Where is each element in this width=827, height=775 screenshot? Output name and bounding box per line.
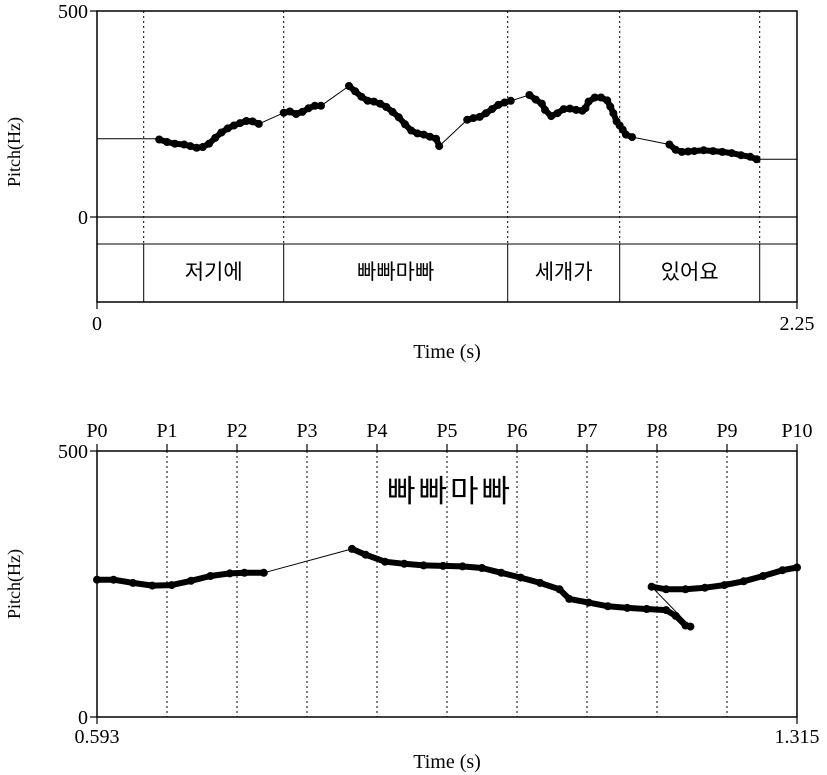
chart-2-p-label: P10 xyxy=(781,420,812,442)
chart-2-pitch-track xyxy=(93,544,801,631)
chart-2-pitch-contour xyxy=(349,545,694,630)
chart-2-xtick-label-end: 1.315 xyxy=(775,726,820,748)
chart-2-p-label: P2 xyxy=(226,420,247,442)
chart-2-p-labels: P0 P1 P2 P3 P4 P5 P6 P7 P8 P9 P10 xyxy=(86,420,812,442)
chart-2-y-axis-label: Pitch(Hz) xyxy=(4,549,25,619)
chart-1-ytick-label-500: 500 xyxy=(58,1,88,23)
chart-2-xtick-label-start: 0.593 xyxy=(75,726,120,748)
chart-2-p-label: P6 xyxy=(506,420,527,442)
chart-1-pitch-contour xyxy=(156,118,262,151)
chart-2-p-label: P3 xyxy=(296,420,317,442)
chart-1-interp-line xyxy=(632,136,670,145)
chart-1: 저기에 빠빠마빠 세개가 있어요 500 0 Pitch(Hz) 0 2.25 Tim… xyxy=(4,1,815,363)
chart-1-xtick-label-start: 0 xyxy=(92,313,102,335)
chart-2-ytick-label-500: 500 xyxy=(58,441,88,463)
chart-1-pitch-track xyxy=(97,82,797,164)
chart-1-pitch-contour xyxy=(346,83,443,150)
chart-1-tier-label: 있어요 xyxy=(661,260,719,284)
chart-1-y-axis-label: Pitch(Hz) xyxy=(4,117,25,187)
chart-2-x-axis-label: Time (s) xyxy=(413,751,481,773)
chart-2-interp-line xyxy=(651,586,691,627)
chart-2-p-label: P1 xyxy=(156,420,177,442)
chart-1-interp-line xyxy=(438,119,468,147)
chart-1-tier-label: 빠빠마빠 xyxy=(357,260,434,284)
chart-2-ytick-label-0: 0 xyxy=(78,707,88,729)
chart-2-p-label: P4 xyxy=(366,420,387,442)
chart-1-boundaries xyxy=(143,11,761,302)
chart-2: P0 P1 P2 P3 P4 P5 P6 P7 P8 P9 P10 빠빠마빠 500 0 Pitch… xyxy=(4,420,820,773)
chart-1-frame xyxy=(96,10,798,303)
chart-1-x-axis-label: Time (s) xyxy=(413,341,481,363)
chart-2-pitch-contour xyxy=(648,564,800,593)
chart-2-p-gridlines xyxy=(96,444,798,717)
chart-1-ytick-label-0: 0 xyxy=(78,207,88,229)
chart-1-tier-label: 저기에 xyxy=(185,260,243,284)
chart-1-tier-label: 세개가 xyxy=(535,260,593,284)
chart-2-title: 빠빠마빠 xyxy=(387,474,513,510)
chart-2-p-label: P5 xyxy=(436,420,457,442)
chart-2-interp-line xyxy=(263,548,353,574)
chart-1-interp-line xyxy=(320,85,350,107)
chart-1-xtick-label-end: 2.25 xyxy=(780,313,815,335)
chart-1-pitch-contour xyxy=(464,97,514,123)
chart-2-p-label: P8 xyxy=(646,420,667,442)
chart-1-pitch-contour xyxy=(280,102,324,117)
chart-1-interp-line xyxy=(258,112,284,125)
chart-2-pitch-contour xyxy=(94,569,267,589)
chart-1-pitch-contour xyxy=(666,141,760,163)
chart-2-p-label: P7 xyxy=(576,420,597,442)
chart-1-pitch-contour xyxy=(526,92,636,141)
chart-2-p-label: P9 xyxy=(716,420,737,442)
chart-2-p-label: P0 xyxy=(86,420,107,442)
chart-1-tier-labels: 저기에 빠빠마빠 세개가 있어요 xyxy=(185,260,719,284)
